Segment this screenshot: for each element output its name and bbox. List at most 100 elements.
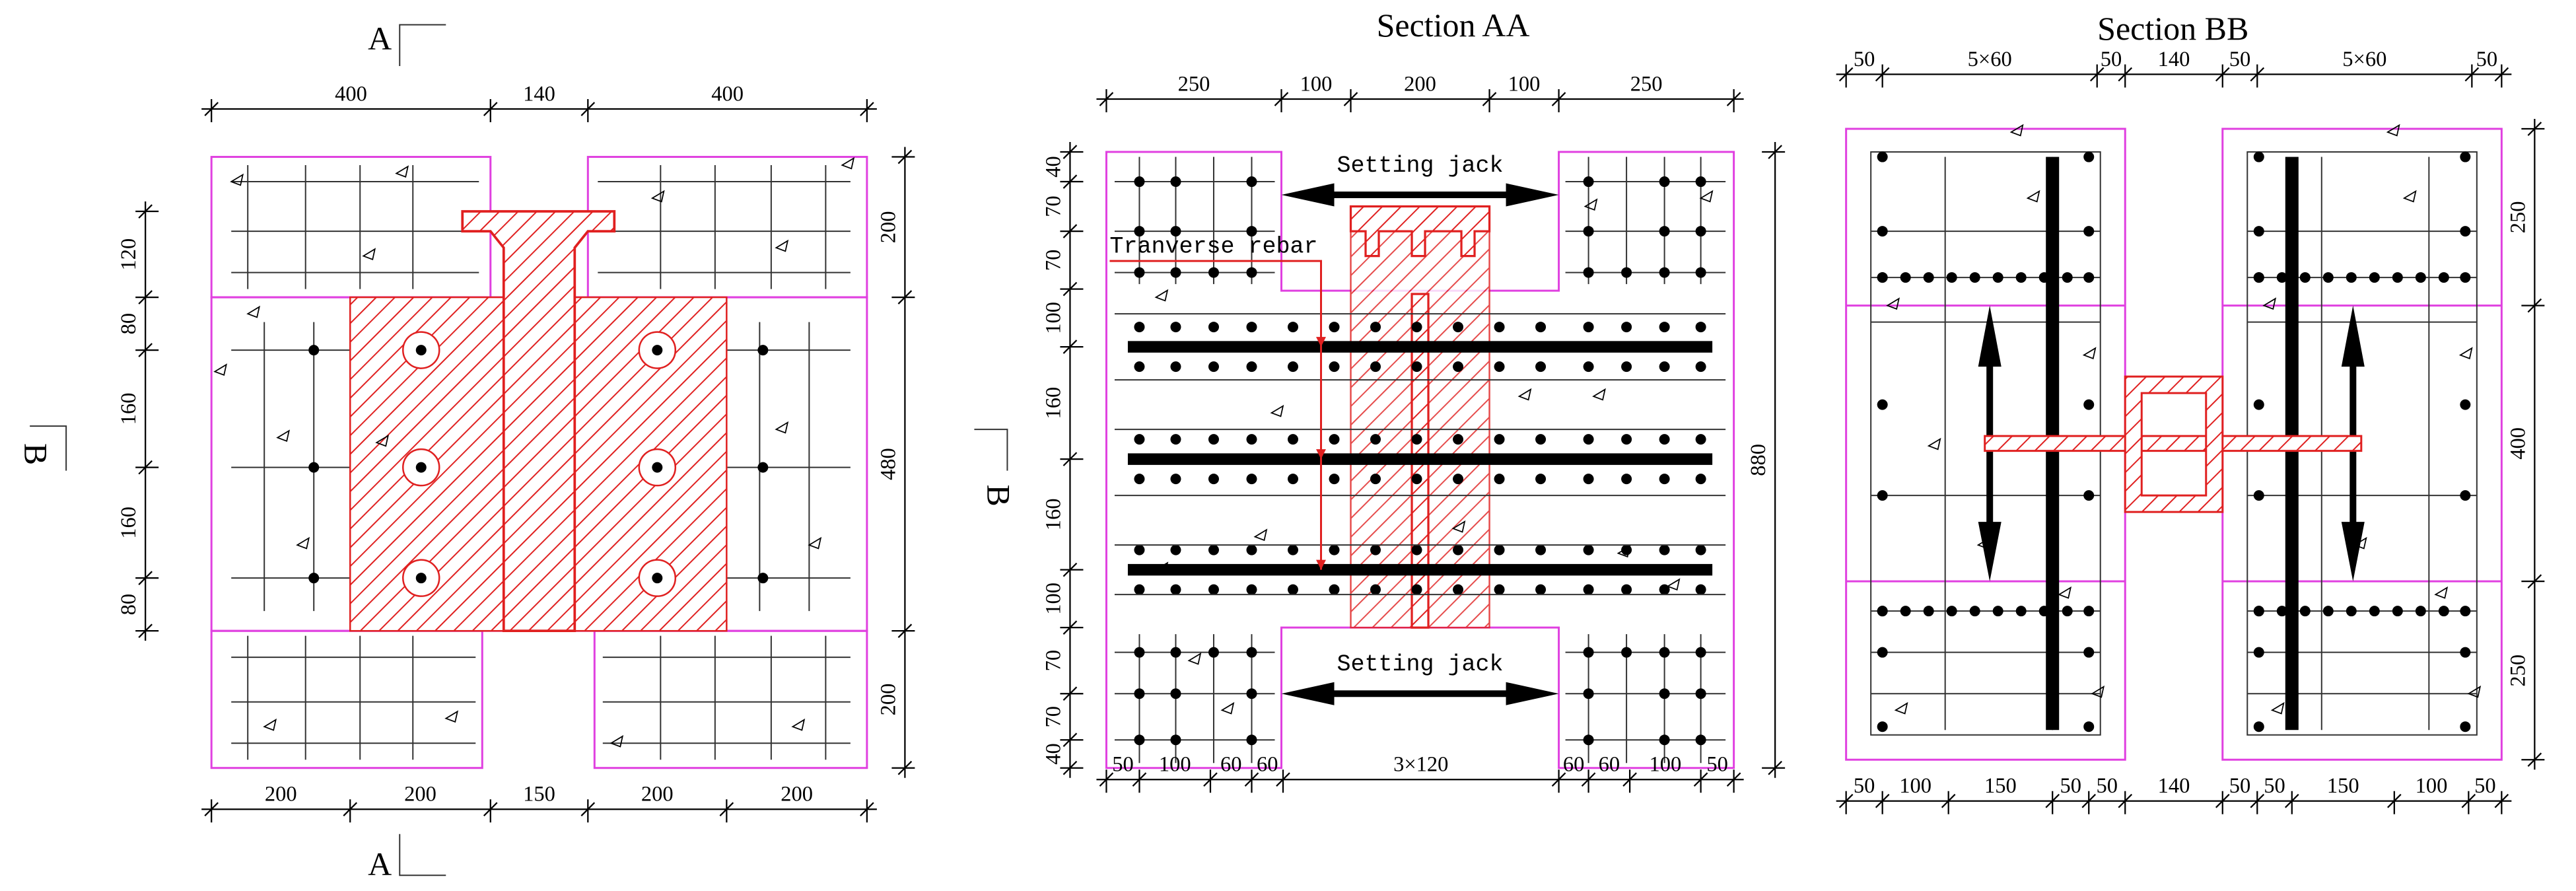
dim-tick [1622, 772, 1637, 787]
rebar-dot [1877, 721, 1888, 732]
rebar-dot [1134, 474, 1145, 485]
rebar-dot [1659, 584, 1670, 595]
rebar-dot [1992, 272, 2003, 283]
rebar-dot [2460, 151, 2471, 162]
rebar-dot [1583, 544, 1594, 555]
rebar-dot [2369, 606, 2380, 617]
aggregate [2009, 124, 2024, 137]
rebar-dot [1170, 544, 1181, 555]
rebar-dot [415, 573, 427, 584]
section-mark: B [18, 443, 55, 465]
leader [1109, 260, 1327, 570]
view-title: Section AA [1377, 7, 1530, 44]
rebar-dot [415, 462, 427, 473]
dim-tick [1343, 92, 1358, 106]
rebar-dot [1659, 544, 1670, 555]
aggregate [1517, 388, 1532, 401]
aggregate [791, 718, 806, 731]
dim-tick [2118, 67, 2133, 82]
rebar-dot [1695, 434, 1706, 445]
rebar-dot [2415, 606, 2426, 617]
rebar-dot [2083, 226, 2095, 237]
dim-label: 160 [117, 392, 141, 425]
dim-label: 70 [1041, 650, 1065, 672]
dim-tick [897, 290, 913, 304]
dim-tick [1062, 224, 1078, 238]
rebar-dot [2253, 272, 2264, 283]
dim-label: 160 [1041, 387, 1065, 419]
aggregate [362, 248, 376, 260]
rebar-dot [1208, 474, 1219, 485]
rebar-dot [1208, 544, 1219, 555]
rebar-dot [415, 345, 427, 356]
dim-tick [1551, 92, 1566, 106]
rebar-dot [1134, 544, 1145, 555]
dim-label: 200 [781, 783, 813, 806]
rebar-dot [1329, 434, 1340, 445]
dim-tick [2461, 793, 2476, 808]
rebar-dot [1453, 434, 1464, 445]
dim-tick [2527, 122, 2542, 136]
rebar-dot [1411, 434, 1422, 445]
dim-label: 100 [1159, 753, 1191, 777]
dim-label: 50 [2096, 774, 2117, 798]
layer: 400 140 400 200 200 150 200 200 120 80 160 160 80 200… [18, 7, 2545, 882]
rebar-dot [1969, 272, 1980, 283]
aggregate [2386, 124, 2400, 137]
rebar-dot [652, 345, 663, 356]
dim-label: 50 [1854, 774, 1875, 798]
rebar-dot [1208, 647, 1219, 658]
dim-tick [719, 802, 734, 817]
section-arrow [399, 834, 446, 876]
dim-tick [897, 760, 913, 775]
rebar-dot [1494, 434, 1505, 445]
rebar-dot [1494, 474, 1505, 485]
steel-beam [461, 210, 616, 633]
dim-tick [1062, 174, 1078, 189]
dim-label: 150 [2327, 774, 2359, 798]
dim-tick [860, 102, 874, 116]
rebar-dot [1695, 176, 1706, 188]
outline [1105, 151, 1735, 769]
rebar-dot [1246, 322, 1257, 333]
dim-label: 70 [1041, 250, 1065, 271]
rebar-dot [2253, 226, 2264, 237]
section-mark: A [368, 845, 392, 882]
dim-tick [1203, 772, 1218, 787]
dim-tick [138, 624, 153, 638]
dim-label: 160 [117, 507, 141, 539]
dim-label: 200 [404, 783, 436, 806]
rebar-dot [1246, 544, 1257, 555]
rebar-dot [1453, 544, 1464, 555]
dim-tick [1099, 772, 1114, 787]
aggregate [444, 710, 459, 723]
rebar-dot [1170, 322, 1181, 333]
dim-tick [1726, 92, 1741, 106]
rebar-dot [1134, 361, 1145, 373]
outline [593, 629, 868, 769]
rebar-dot [1659, 474, 1670, 485]
rebar-dot [1134, 322, 1145, 333]
dim-tick [1581, 772, 1596, 787]
dim-label: 100 [1041, 302, 1065, 334]
rebar-dot [1246, 734, 1257, 746]
aggregate [808, 536, 822, 550]
rebar-dot [1287, 544, 1299, 555]
rebar-dot [652, 573, 663, 584]
aggregate [650, 190, 665, 203]
aggregate [841, 157, 855, 170]
dim-tick [1838, 793, 1854, 808]
rebar-dot [1170, 267, 1181, 278]
dim-tick [1062, 145, 1078, 159]
rebar-dot [1900, 606, 1911, 617]
rebar-dot [1877, 151, 1888, 162]
aggregate [1253, 528, 1268, 542]
aggregate [1270, 404, 1284, 417]
jack-plate [1349, 205, 1491, 258]
rebar-dot [2083, 647, 2095, 658]
dim-tick [1099, 92, 1114, 106]
rebar-dot [1170, 647, 1181, 658]
rebar-dot [1208, 434, 1219, 445]
dim-tick [2081, 793, 2097, 808]
